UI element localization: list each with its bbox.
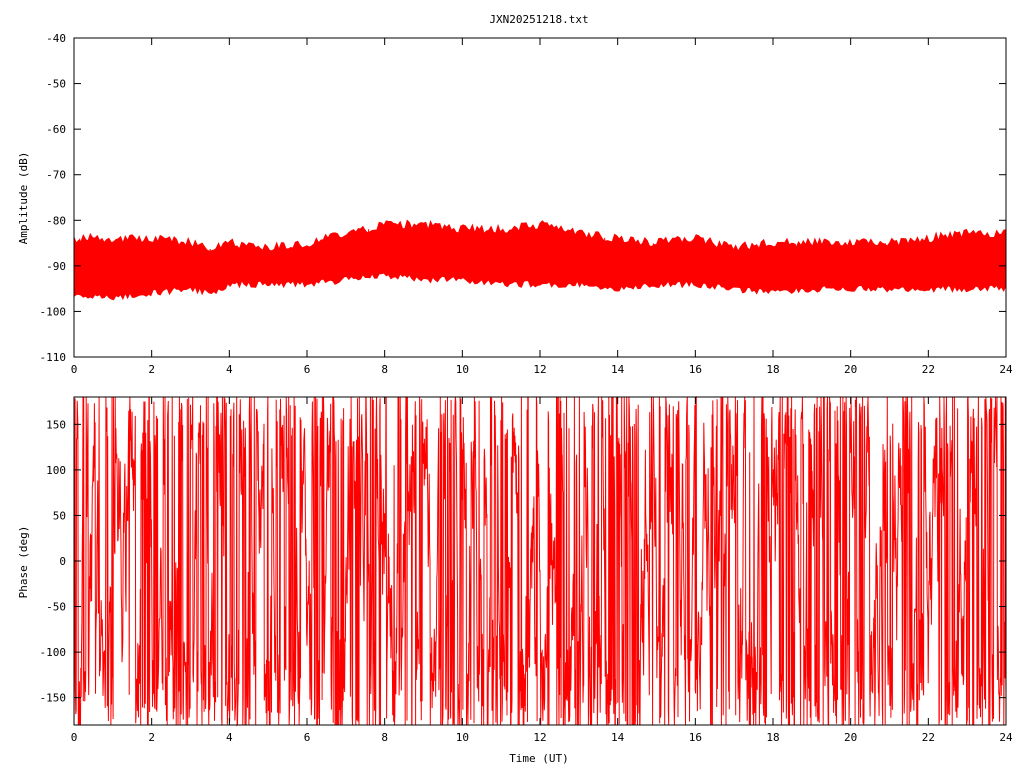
phase-y-tick-label: 50: [53, 509, 66, 522]
amplitude-y-tick-labels: -40 -50 -60 -70 -80 -90 -100 -110: [40, 32, 67, 364]
phase-y-tick-label: -150: [40, 692, 67, 705]
phase-y-tick-label: 0: [59, 555, 66, 568]
amplitude-x-tick-labels: 0 2 4 6 8 10 12 14 16 18 20 22 24: [71, 363, 1013, 376]
chart-title: JXN20251218.txt: [489, 13, 588, 26]
phase-x-tick-label: 8: [381, 731, 388, 744]
amplitude-x-tick-label: 22: [922, 363, 935, 376]
amplitude-x-tick-label: 10: [456, 363, 469, 376]
amplitude-plot-frame: [73, 37, 1007, 358]
phase-y-tick-label: 150: [46, 418, 66, 431]
amplitude-x-tick-label: 14: [611, 363, 625, 376]
amplitude-x-tick-label: 20: [844, 363, 857, 376]
amplitude-x-tick-label: 24: [999, 363, 1013, 376]
phase-x-tick-labels: 0 2 4 6 8 10 12 14 16 18 20 22 24: [71, 731, 1013, 744]
amplitude-x-tick-label: 8: [381, 363, 388, 376]
phase-tick-marks: [73, 397, 1007, 725]
amplitude-y-tick-label: -90: [46, 260, 66, 273]
amplitude-x-tick-label: 2: [148, 363, 155, 376]
amplitude-tick-marks: [73, 37, 1007, 358]
amplitude-y-tick-label: -40: [46, 32, 66, 45]
phase-x-tick-label: 10: [456, 731, 469, 744]
phase-x-tick-label: 2: [148, 731, 155, 744]
x-axis-label: Time (UT): [509, 752, 569, 765]
phase-y-tick-label: -100: [40, 646, 67, 659]
amplitude-x-tick-label: 18: [766, 363, 779, 376]
amplitude-x-tick-label: 16: [689, 363, 702, 376]
phase-x-tick-label: 24: [999, 731, 1013, 744]
phase-x-tick-label: 16: [689, 731, 702, 744]
phase-y-axis-label: Phase (deg): [17, 526, 30, 599]
phase-x-tick-label: 6: [304, 731, 311, 744]
amplitude-y-tick-label: -50: [46, 78, 66, 91]
phase-series: [73, 396, 1007, 727]
amplitude-y-tick-label: -110: [40, 351, 67, 364]
phase-x-tick-label: 0: [71, 731, 78, 744]
amplitude-trace: [73, 225, 1007, 287]
amplitude-x-tick-label: 4: [226, 363, 233, 376]
amplitude-x-tick-label: 6: [304, 363, 311, 376]
phase-y-tick-label: -50: [46, 601, 66, 614]
phase-y-tick-labels: 150 100 50 0 -50 -100 -150: [40, 418, 67, 704]
phase-x-tick-label: 18: [766, 731, 779, 744]
phase-x-tick-label: 4: [226, 731, 233, 744]
amplitude-y-tick-label: -80: [46, 214, 66, 227]
amplitude-y-axis-label: Amplitude (dB): [17, 152, 30, 245]
phase-x-tick-label: 12: [533, 731, 546, 744]
phase-x-tick-label: 20: [844, 731, 857, 744]
phase-x-tick-label: 22: [922, 731, 935, 744]
amplitude-x-tick-label: 12: [533, 363, 546, 376]
amplitude-x-tick-label: 0: [71, 363, 78, 376]
phase-x-tick-label: 14: [611, 731, 625, 744]
amplitude-y-tick-label: -100: [40, 305, 67, 318]
amplitude-panel: -40-50-60-70-80-90-100-110 0 2 4 6 8 10 12 14 16…: [17, 32, 1013, 376]
phase-y-tick-label: 100: [46, 464, 66, 477]
amplitude-y-tick-label: -70: [46, 169, 66, 182]
amplitude-y-tick-label: -60: [46, 123, 66, 136]
